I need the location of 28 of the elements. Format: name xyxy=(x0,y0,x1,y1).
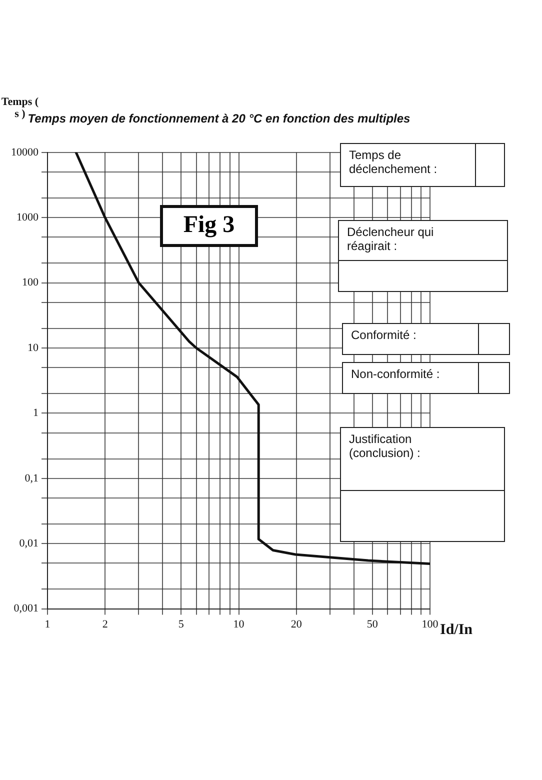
y-tick-label: 0,01 xyxy=(19,537,38,550)
form-field: Temps de déclenchement : xyxy=(340,143,505,187)
chart-title: Temps moyen de fonctionnement à 20 °C en fonction des multiples xyxy=(28,112,411,126)
x-tick-label: 10 xyxy=(233,618,245,630)
annotation: Fig 3 xyxy=(160,205,258,247)
y-tick-label: 10000 xyxy=(11,146,39,158)
form-field: Déclencheur qui réagirait : xyxy=(338,220,508,261)
y-tick-label: 0,1 xyxy=(24,472,38,484)
x-tick-label: 1 xyxy=(44,618,50,630)
y-tick-label: 0,001 xyxy=(14,602,38,615)
annotation: Déclencheur qui réagirait : xyxy=(347,225,435,253)
y-tick-label: 100 xyxy=(22,276,39,289)
annotation: Conformité : xyxy=(351,328,418,342)
annotation: Justification (conclusion) : xyxy=(349,432,422,460)
x-axis-title: Id/In xyxy=(440,622,473,639)
y-tick-label: 1000 xyxy=(16,211,39,224)
x-tick-label: 50 xyxy=(366,618,378,630)
x-tick-label: 20 xyxy=(290,618,302,630)
x-tick-label: 5 xyxy=(178,618,184,630)
y-tick-label: 1 xyxy=(33,407,38,420)
x-tick-label: 2 xyxy=(102,618,108,630)
form-field: Non-conformité : xyxy=(342,362,510,394)
y-tick-label: 10 xyxy=(28,342,39,354)
form-field: Justification (conclusion) : xyxy=(340,427,505,491)
x-tick-label: 100 xyxy=(422,618,439,630)
annotation: Non-conformité : xyxy=(351,367,441,381)
form-field: Conformité : xyxy=(342,323,510,355)
annotation: Temps de déclenchement : xyxy=(349,148,438,176)
